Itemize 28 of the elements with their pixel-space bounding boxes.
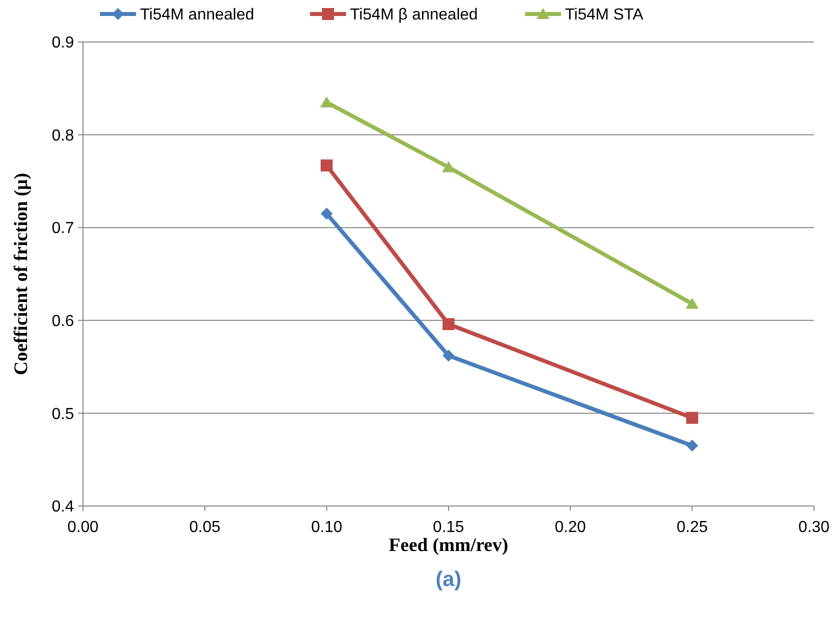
- text: (a): [436, 568, 462, 591]
- x-axis-title: Feed (mm/rev): [388, 535, 508, 556]
- point: [442, 161, 455, 172]
- y-tick-label: 0.9: [52, 34, 74, 52]
- y-tick-label: 0.4: [52, 498, 74, 516]
- y-tick-label: 0.5: [52, 406, 74, 423]
- x-tick-label: 0.20: [554, 519, 586, 536]
- point: [442, 350, 454, 362]
- legend-label: Ti54M annealed: [140, 6, 254, 24]
- point: [320, 96, 334, 108]
- x-tick-label: 0.25: [676, 519, 708, 536]
- point: [320, 159, 333, 172]
- point: [320, 208, 333, 220]
- x-tick-label: 0.05: [189, 519, 221, 536]
- legend-label: Ti54M STA: [565, 6, 644, 24]
- y-tick-label: 0.6: [52, 313, 74, 330]
- y-tick-label: 0.7: [52, 220, 74, 238]
- point: [442, 318, 454, 330]
- y-tick-label: 0.8: [52, 127, 74, 144]
- y-axis-title: Coefficient of friction (μ): [11, 172, 32, 376]
- point: [686, 440, 698, 452]
- point: [686, 298, 699, 309]
- x-tick-label: 0.10: [311, 519, 342, 536]
- x-tick-label: 0.15: [432, 519, 464, 536]
- x-tick-label: 0.30: [798, 519, 830, 536]
- legend-label: Ti54M β annealed: [350, 6, 478, 24]
- x-tick-label: 0.00: [67, 519, 99, 536]
- point: [686, 412, 698, 424]
